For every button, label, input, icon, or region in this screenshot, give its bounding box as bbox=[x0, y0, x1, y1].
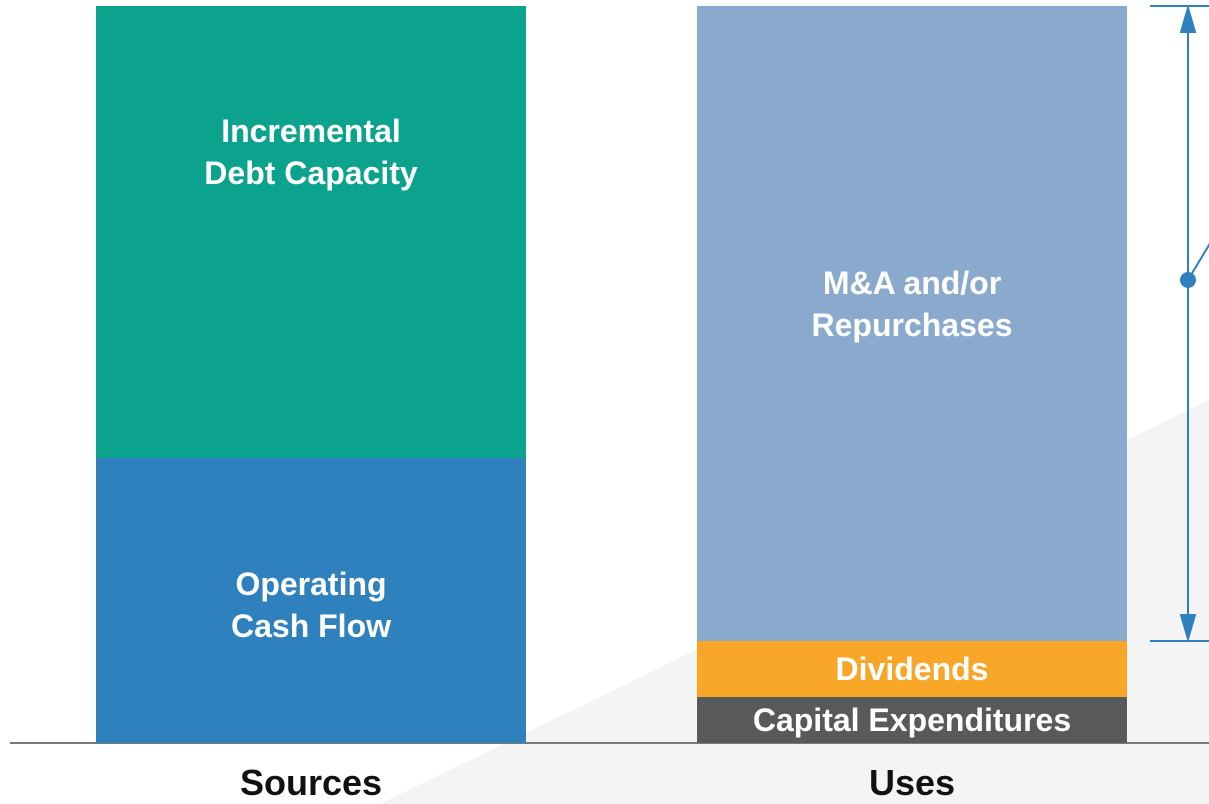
block-capex: Capital Expenditures bbox=[697, 697, 1127, 743]
block-label: Repurchases bbox=[811, 306, 1013, 343]
block-incremental-debt: Incremental Debt Capacity bbox=[96, 6, 526, 458]
bracket bbox=[1150, 4, 1209, 643]
block-label: Dividends bbox=[835, 651, 989, 687]
block-dividends: Dividends bbox=[697, 641, 1127, 697]
arrow-up bbox=[1179, 4, 1197, 33]
block-label: Incremental bbox=[221, 113, 401, 149]
column-label: Uses bbox=[868, 762, 956, 803]
block-label: M&A and/or bbox=[822, 264, 1002, 301]
block-label: Debt Capacity bbox=[204, 155, 418, 191]
block-label: Operating bbox=[235, 565, 387, 602]
block-label: Capital Expenditures bbox=[752, 702, 1072, 738]
callout-line bbox=[1187, 243, 1209, 281]
column-label: Sources bbox=[239, 762, 383, 803]
block-operating-cash-flow: Operating Cash Flow bbox=[96, 458, 526, 743]
block-ma-repurchases: M&A and/or Repurchases bbox=[697, 6, 1127, 641]
block-label: Cash Flow bbox=[230, 607, 391, 644]
arrow-down bbox=[1179, 614, 1197, 643]
